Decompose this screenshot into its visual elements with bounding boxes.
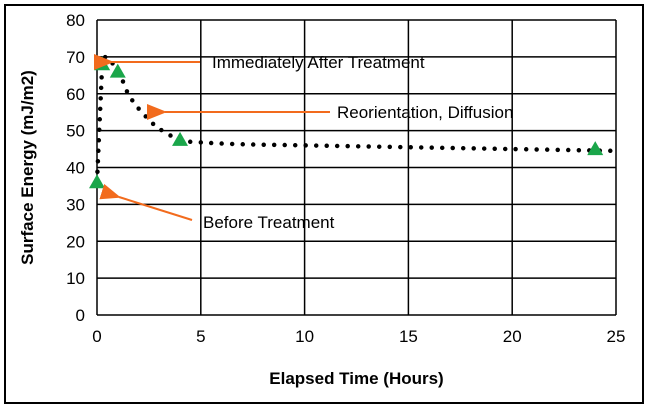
- x-tick-label: 0: [92, 327, 101, 346]
- x-tick-label: 15: [399, 327, 418, 346]
- y-tick-label: 60: [66, 85, 85, 104]
- y-tick-label: 70: [66, 48, 85, 67]
- data-point-marker: [109, 63, 126, 78]
- x-tick-label: 20: [503, 327, 522, 346]
- y-tick-label: 10: [66, 269, 85, 288]
- y-tick-label: 50: [66, 122, 85, 141]
- annotation-arrow: [99, 183, 193, 221]
- y-tick-label: 40: [66, 159, 85, 178]
- y-tick-label: 80: [66, 11, 85, 30]
- y-axis-label: Surface Energy (mJ/m2): [18, 70, 37, 265]
- y-tick-label: 30: [66, 195, 85, 214]
- x-tick-label: 5: [196, 327, 205, 346]
- annotation-label: Reorientation, Diffusion: [337, 103, 513, 122]
- data-point-marker: [172, 131, 189, 146]
- data-point-marker: [587, 141, 604, 156]
- x-tick-label: 25: [607, 327, 626, 346]
- x-axis-label: Elapsed Time (Hours): [269, 369, 443, 388]
- annotation-label: Before Treatment: [203, 213, 335, 232]
- annotation-label: Immediately After Treatment: [212, 53, 425, 72]
- y-tick-label: 0: [76, 306, 85, 325]
- chart-frame: [4, 4, 644, 404]
- x-tick-label: 10: [295, 327, 314, 346]
- y-tick-label: 20: [66, 232, 85, 251]
- data-point-marker: [89, 174, 105, 189]
